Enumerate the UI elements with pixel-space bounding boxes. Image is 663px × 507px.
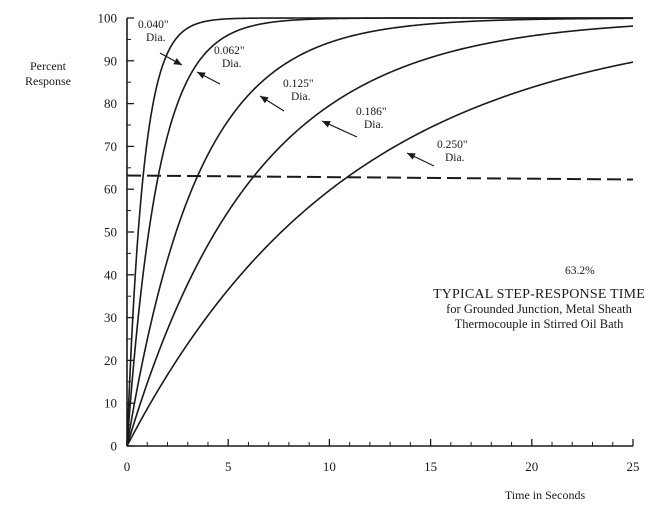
x-tick-label: 15 (424, 459, 437, 474)
curve-labels: 0.040"Dia.0.062"Dia.0.125"Dia.0.186"Dia.… (138, 19, 468, 167)
chart-subtitle-line1: for Grounded Junction, Metal Sheath (446, 302, 632, 316)
y-tick-label: 90 (104, 53, 117, 68)
response-curve-2 (126, 17, 633, 447)
reference-line (126, 174, 634, 181)
x-tick-label: 25 (627, 459, 640, 474)
curve-label-dia-1: Dia. (222, 58, 242, 70)
chart-title: TYPICAL STEP-RESPONSE TIME (433, 287, 645, 302)
response-curve-3 (126, 25, 634, 447)
curve-label-arrowhead-3 (322, 121, 331, 128)
response-curves (126, 17, 634, 447)
y-axis-label-line1: Percent (30, 59, 67, 73)
curve-label-size-2: 0.125" (283, 78, 314, 90)
y-tick-label: 60 (104, 182, 117, 197)
curve-label-arrowhead-4 (407, 153, 416, 160)
y-tick-label: 70 (104, 139, 117, 154)
curve-label-arrowhead-0 (173, 58, 182, 65)
x-tick-label: 0 (124, 459, 131, 474)
y-tick-label: 50 (104, 225, 117, 240)
y-tick-label: 40 (104, 267, 117, 282)
y-tick-label: 0 (111, 439, 118, 454)
curve-label-dia-0: Dia. (146, 32, 166, 44)
curve-label-arrowhead-1 (197, 72, 206, 79)
curve-label-arrowhead-2 (260, 96, 269, 104)
curve-label-dia-4: Dia. (445, 152, 465, 164)
x-tick-label: 20 (525, 459, 538, 474)
axis-ticks: 0 10 20 30 40 50 60 70 80 90 100 0 5 10 15 20 25 (98, 11, 640, 475)
curve-label-dia-3: Dia. (364, 119, 384, 131)
x-axis-label: Time in Seconds (505, 488, 586, 502)
y-axis-label-line2: Response (25, 74, 71, 88)
response-curve-1 (126, 17, 633, 447)
response-curve-0 (126, 17, 633, 447)
x-tick-label: 10 (323, 459, 336, 474)
curve-label-size-3: 0.186" (356, 106, 387, 118)
reference-line-group (126, 174, 634, 181)
y-tick-label: 30 (104, 310, 117, 325)
y-tick-label: 100 (98, 11, 118, 26)
reference-line-label: 63.2% (565, 265, 595, 277)
chart-subtitle-line2: Thermocouple in Stirred Oil Bath (455, 317, 624, 331)
curve-label-size-0: 0.040" (138, 19, 169, 31)
y-tick-label: 80 (104, 96, 117, 111)
curve-label-dia-2: Dia. (291, 91, 311, 103)
curve-label-size-4: 0.250" (437, 139, 468, 151)
y-tick-label: 20 (104, 353, 117, 368)
x-tick-label: 5 (225, 459, 232, 474)
response-curve-4 (126, 61, 634, 447)
y-tick-label: 10 (104, 396, 117, 411)
curve-label-size-1: 0.062" (214, 45, 245, 57)
